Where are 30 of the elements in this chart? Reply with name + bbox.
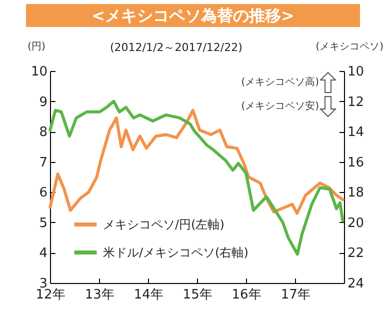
y-tick-label: 5 — [39, 216, 48, 231]
x-tick-label: 12年 — [36, 288, 66, 302]
y2-tick-label: 14 — [348, 125, 364, 140]
y-tick-label: 9 — [39, 94, 48, 110]
x-tick-label: 15年 — [182, 288, 212, 302]
chart-title: <メキシコペソ為替の推移> — [26, 4, 360, 27]
y-tick-label: 8 — [39, 125, 48, 140]
y2-tick-label: 20 — [348, 216, 364, 231]
y-tick-label: 10 — [30, 64, 48, 80]
y2-tick-label: 18 — [348, 186, 364, 201]
x-tick-label: 16年 — [232, 288, 262, 302]
x-tick-label: 13年 — [84, 288, 114, 302]
x-tick-label: 17年 — [280, 288, 310, 302]
y2-tick-label: 12 — [348, 94, 364, 110]
chart-subtitle: (2012/1/2～2017/12/22) — [110, 40, 242, 55]
y2-tick-label: 24 — [348, 276, 364, 292]
y-tick-label: 4 — [39, 246, 48, 262]
annotation: (メキシコペソ安) — [241, 100, 319, 113]
legend-label: メキシコペソ/円(左軸) — [103, 218, 224, 232]
annotation: (メキシコペソ高) — [241, 76, 319, 89]
y-tick-label: 6 — [39, 186, 48, 201]
y2-axis-title: (メキシコペソ) — [316, 42, 384, 52]
y-axis-title: (円) — [28, 42, 46, 52]
x-tick-label: 14年 — [134, 288, 164, 302]
legend-label: 米ドル/メキシコペソ(右軸) — [103, 246, 248, 260]
y2-tick-label: 16 — [348, 155, 364, 170]
y2-tick-label: 22 — [348, 246, 364, 262]
line-series — [48, 108, 344, 215]
y-tick-label: 7 — [39, 155, 48, 170]
y2-tick-label: 10 — [348, 64, 364, 80]
